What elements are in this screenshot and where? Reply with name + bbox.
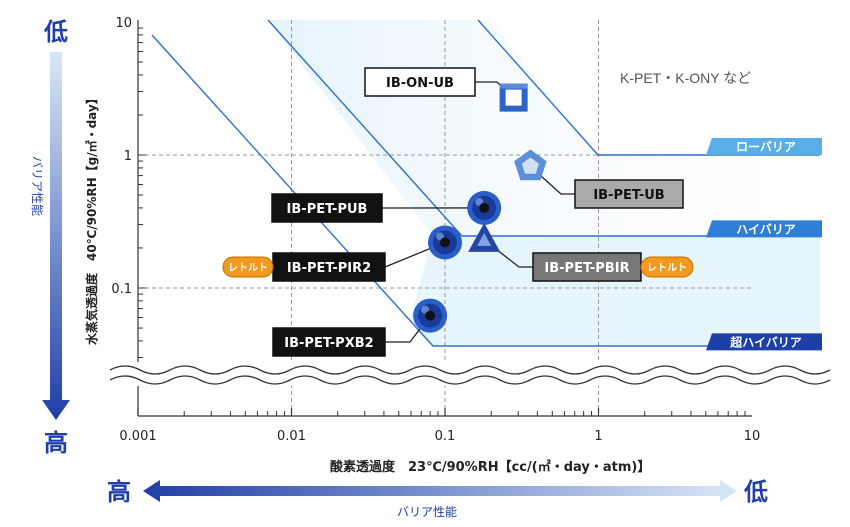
- boundary-line-ultra: [151, 34, 820, 347]
- zone-tag: ハイバリア: [706, 220, 822, 238]
- left-arrow-bottom-label: 高: [44, 429, 68, 457]
- left-arrow-shape: [42, 52, 70, 420]
- reference-text: K-PET・K-ONY など: [620, 70, 751, 86]
- x-tick-label: 0.01: [277, 429, 306, 444]
- bottom-arrow-label: バリア性能: [397, 505, 457, 519]
- zone-tag: 超ハイバリア: [706, 333, 822, 351]
- label-box-ib-pet-pir2: IB-PET-PIR2: [272, 252, 386, 282]
- zone-tag-label: 超ハイバリア: [729, 334, 802, 349]
- retort-badge-label: レトルト: [647, 262, 687, 274]
- marker-ib-pet-pub: [467, 190, 502, 225]
- x-tick-label: 1: [594, 429, 602, 444]
- x-tick-label: 0.001: [119, 429, 156, 444]
- y-tick-label: 10: [115, 16, 132, 31]
- point-label: IB-PET-PUB: [287, 202, 368, 217]
- x-tick-label: 10: [744, 429, 761, 444]
- point-label: IB-PET-PIR2: [287, 261, 371, 276]
- retort-badge-label: レトルト: [228, 262, 268, 274]
- retort-badge: レトルト: [222, 256, 274, 278]
- label-box-ib-pet-pub: IB-PET-PUB: [271, 193, 383, 223]
- marker-ib-pet-ub: [514, 149, 547, 181]
- bottom-barrier-arrow: 高 低 バリア性能: [107, 478, 768, 519]
- x-tick-labels: 0.001 0.01 0.1 1 10: [119, 429, 760, 444]
- marker-ib-on-ub: [499, 83, 528, 112]
- bottom-arrow-shape: [143, 480, 737, 502]
- bottom-arrow-left-label: 高: [107, 478, 131, 506]
- marker-ib-pet-pbir: [468, 222, 501, 252]
- bottom-arrow-right-label: 低: [743, 478, 768, 506]
- axis-break-wave-bottom: [109, 375, 831, 385]
- x-tick-label: 0.1: [435, 429, 456, 444]
- point-label: IB-PET-PBIR: [544, 261, 629, 276]
- label-box-ib-pet-pbir: IB-PET-PBIR: [532, 252, 642, 282]
- y-tick-labels: 10 1 0.1: [111, 16, 132, 297]
- zone-tag-label: ローバリア: [736, 140, 796, 154]
- y-tick-label: 0.1: [111, 282, 132, 297]
- point-label: IB-PET-PXB2: [284, 336, 373, 351]
- marker-ib-pet-pir2: [428, 225, 462, 260]
- zone-tag-label: ハイバリア: [736, 222, 796, 236]
- y-axis-title: 水蒸気透過度 40℃/90%RH【g/㎡・day】: [84, 92, 99, 345]
- boundary-line-high: [267, 19, 820, 237]
- left-barrier-arrow: 低 高 バリア性能: [30, 18, 70, 457]
- data-markers: [413, 83, 547, 333]
- marker-ib-pet-pxb2: [413, 298, 448, 333]
- zone-tag: ローバリア: [706, 138, 822, 155]
- x-axis-title: 酸素透過度 23℃/90%RH【cc/(㎡・day・atm)】: [330, 459, 650, 475]
- point-label: IB-ON-UB: [386, 76, 454, 91]
- axis-break-wave-top: [109, 365, 831, 375]
- left-arrow-top-label: 低: [43, 18, 68, 46]
- minor-ticks: [137, 27, 746, 416]
- retort-badge: レトルト: [640, 256, 694, 278]
- band-high-to-ultra: [410, 236, 820, 346]
- label-box-ib-on-ub: IB-ON-UB: [364, 67, 476, 97]
- axis-break: [109, 362, 831, 386]
- y-tick-label: 1: [124, 149, 132, 164]
- left-arrow-label: バリア性能: [30, 156, 44, 216]
- point-label: IB-PET-UB: [593, 188, 664, 203]
- barrier-bands: [268, 20, 820, 346]
- point-labels: IB-ON-UB IB-PET-UB IB-PET-PUB IB-PET-PIR2 レト…: [222, 67, 694, 357]
- label-box-ib-pet-ub: IB-PET-UB: [574, 179, 684, 209]
- label-box-ib-pet-pxb2: IB-PET-PXB2: [272, 327, 386, 357]
